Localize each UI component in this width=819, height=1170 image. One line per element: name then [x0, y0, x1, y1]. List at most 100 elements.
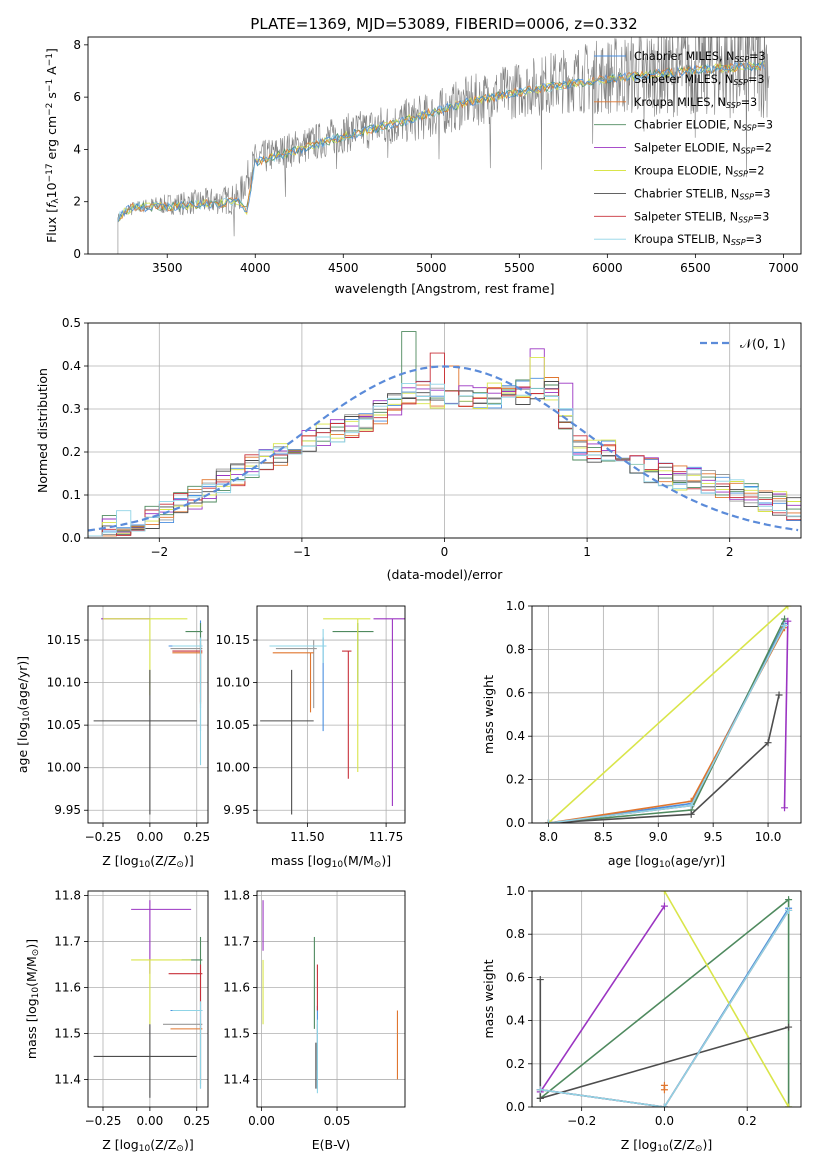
weight-marker — [775, 691, 783, 699]
y-axis-label: Flux [fλ10−17 erg cm−2 s−1 A−1] — [44, 48, 61, 243]
axis-label: Z [log10(Z/Z⊙)] — [621, 1137, 712, 1154]
x-tick-label: 4500 — [328, 261, 359, 275]
y-tick-label: 11.7 — [223, 935, 250, 949]
model-spectrum — [117, 60, 765, 223]
x-tick-label: 0.00 — [137, 830, 164, 844]
weight-marker — [781, 622, 789, 630]
axes-frame — [87, 605, 209, 824]
x-axis-label: wavelength [Angstrom, rest frame] — [334, 281, 554, 296]
legend-label: Salpeter ELODIE, NSSP=2 — [634, 142, 772, 156]
weight-line — [547, 606, 789, 823]
x-tick-label: 0.05 — [324, 1114, 351, 1128]
weight-line — [783, 621, 789, 808]
axis-label: mass [log10(M/M⊙)] — [271, 853, 391, 870]
error-bars — [93, 900, 203, 1098]
y-tick-label: 11.5 — [223, 1026, 250, 1040]
x-tick-label: 4000 — [240, 261, 271, 275]
legend-label: Kroupa STELIB, NSSP=3 — [634, 233, 762, 247]
y-axis-label: mass weight — [481, 675, 496, 754]
weight-line — [548, 625, 786, 823]
error-bars — [93, 618, 203, 815]
y-tick-label: 0.3 — [62, 402, 81, 416]
y-tick-label: 11.6 — [223, 981, 250, 995]
y-tick-label: 10.00 — [216, 761, 250, 775]
y-tick-label: 6 — [73, 90, 81, 104]
y-tick-label: 0.4 — [62, 359, 81, 373]
x-tick-label: 6500 — [680, 261, 711, 275]
axes-frame — [531, 890, 802, 1108]
y-tick-label: 0.2 — [506, 773, 525, 787]
legend-label: 𝒩(0, 1) — [740, 336, 786, 351]
model-spectrum — [117, 60, 765, 223]
y-tick-label: 10.05 — [216, 718, 250, 732]
y-tick-label: 0.5 — [62, 316, 81, 330]
y-tick-label: 0.8 — [506, 927, 525, 941]
y-tick-label: 10.15 — [216, 633, 250, 647]
normal-curve — [88, 365, 799, 532]
y-tick-label: 9.95 — [54, 803, 81, 817]
legend-label: Kroupa ELODIE, NSSP=2 — [634, 165, 765, 179]
model-spectrum — [117, 60, 765, 223]
axes-frame — [256, 605, 406, 824]
y-tick-label: 0.0 — [506, 1100, 525, 1114]
y-tick-label: 0.0 — [506, 816, 525, 830]
y-tick-label: 10.05 — [47, 718, 81, 732]
y-tick-label: 0.6 — [506, 686, 525, 700]
y-tick-label: 11.4 — [223, 1072, 250, 1086]
weight-marker — [784, 617, 792, 625]
x-tick-label: −0.2 — [567, 1114, 596, 1128]
legend-label: Kroupa MILES, NSSP=3 — [634, 96, 757, 110]
weight-marker — [785, 1103, 793, 1107]
x-tick-label: 1 — [583, 545, 591, 559]
legend-label: Chabrier MILES, NSSP=3 — [634, 50, 766, 64]
x-tick-label: −0.25 — [85, 830, 122, 844]
x-tick-label: 8.0 — [539, 830, 558, 844]
weight-line — [548, 623, 786, 823]
y-tick-label: 10.10 — [216, 676, 250, 690]
x-tick-label: 11.75 — [369, 830, 403, 844]
y-tick-label: 4 — [73, 142, 81, 156]
y-tick-label: 11.5 — [54, 1026, 81, 1040]
x-tick-label: 0.00 — [248, 1114, 275, 1128]
weight-vs-Z-panel: −0.2 0.0 0.2 0.0 0.2 0.4 0.6 0.8 1.0 Z [log10(Z/Z… — [481, 884, 802, 1154]
x-tick-label: 6000 — [592, 261, 623, 275]
x-tick-label: 11.50 — [290, 830, 324, 844]
panels: 3500 4000 4500 5000 5500 6000 6500 7000 0 2 4 6 8 wav… — [15, 36, 802, 1155]
weight-marker — [544, 819, 552, 823]
y-tick-label: 2 — [73, 195, 81, 209]
y-tick-label: 0.8 — [506, 642, 525, 656]
axes-frame — [256, 890, 406, 1108]
weight-line — [540, 909, 790, 1107]
age-vs-mass-panel: 11.50 11.75 9.95 10.00 10.05 10.10 10.15 mass [… — [216, 605, 406, 870]
y-tick-label: 0.6 — [506, 970, 525, 984]
spectrum-legend: Chabrier MILES, NSSP=3 Salpeter MILES, NS… — [594, 50, 773, 247]
weight-marker — [687, 802, 695, 810]
x-tick-label: 0 — [441, 545, 449, 559]
y-tick-label: 1.0 — [506, 884, 525, 898]
weight-line — [548, 694, 780, 823]
legend-label: Salpeter STELIB, NSSP=3 — [634, 210, 769, 224]
legend-label: Chabrier STELIB, NSSP=3 — [634, 187, 771, 201]
axis-label: E(B-V) — [312, 1137, 351, 1152]
y-tick-label: 0.4 — [506, 1014, 525, 1028]
weight-line — [548, 625, 786, 823]
y-tick-label: 11.8 — [223, 889, 250, 903]
weight-marker — [687, 810, 695, 818]
y-tick-label: 0 — [73, 247, 81, 261]
axis-label: age [log10(age/yr)] — [15, 656, 32, 773]
spectrum-panel: 3500 4000 4500 5000 5500 6000 6500 7000 0 2 4 6 8 wav… — [44, 36, 802, 296]
mass-vs-Z-panel: −0.25 0.00 0.25 11.4 11.5 11.6 11.7 11.8 Z [log1… — [24, 889, 210, 1155]
x-tick-label: −1 — [293, 545, 311, 559]
weight-marker — [785, 906, 793, 914]
x-tick-label: 2 — [726, 545, 734, 559]
x-tick-label: 0.2 — [738, 1114, 757, 1128]
axes-frame — [87, 890, 209, 1108]
weight-lines — [544, 606, 792, 823]
y-axis-label: Normed distribution — [35, 368, 50, 493]
x-axis-label: (data-model)/error — [387, 567, 504, 582]
error-bars — [262, 900, 398, 1094]
y-tick-label: 10.10 — [47, 676, 81, 690]
weight-marker — [660, 891, 668, 895]
weight-marker — [536, 1086, 544, 1094]
